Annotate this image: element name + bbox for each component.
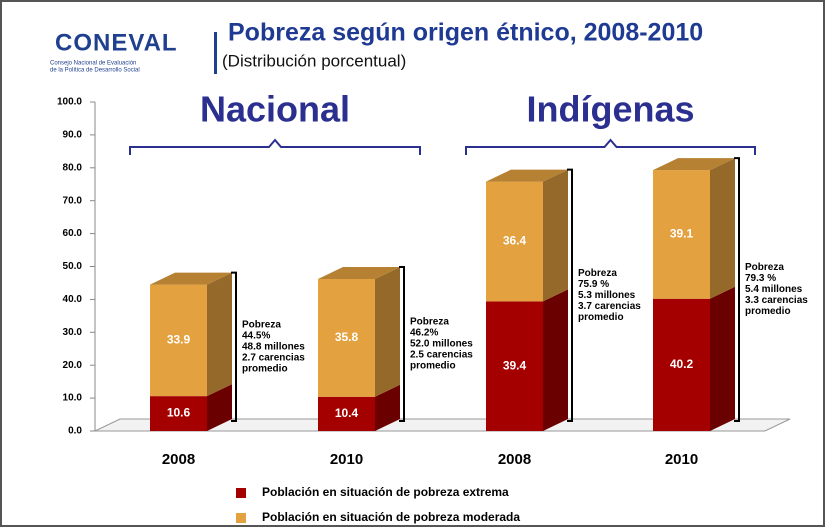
- annotation: 2.5 carencias: [410, 350, 473, 361]
- bar-segment: [150, 396, 207, 431]
- annotation: promedio: [410, 361, 456, 372]
- group-brace: [129, 138, 421, 155]
- y-tick-label: 0.0: [68, 426, 82, 437]
- legend-swatch: [236, 488, 246, 498]
- bar-segment: [653, 170, 710, 299]
- x-tick-label: 2010: [330, 451, 363, 468]
- bar-segment: [486, 181, 543, 302]
- annotation: Pobreza: [745, 262, 784, 273]
- annotation: Pobreza: [410, 317, 449, 328]
- legend-label: Población en situación de pobreza modera…: [262, 510, 520, 524]
- y-tick-label: 40.0: [63, 294, 83, 305]
- bar-segment: [318, 279, 375, 397]
- bracket: [231, 271, 237, 422]
- value-label: 40.2: [670, 357, 694, 371]
- chart-title: Pobreza según origen étnico, 2008-2010: [228, 19, 703, 47]
- y-tick-label: 10.0: [63, 393, 83, 404]
- value-label: 35.8: [335, 330, 359, 344]
- bar-side: [543, 289, 568, 431]
- y-tick-label: 90.0: [63, 130, 83, 141]
- bracket: [734, 157, 740, 422]
- bar-side: [543, 169, 568, 302]
- bar-side: [207, 384, 232, 431]
- x-tick-label: 2008: [498, 451, 531, 468]
- annotation: 44.5%: [242, 330, 270, 341]
- annotation: 79.3 %: [745, 273, 776, 284]
- bar-side: [375, 267, 400, 397]
- bar-segment: [318, 396, 375, 431]
- annotation: 52.0 millones: [410, 339, 473, 350]
- bar-segment: [653, 298, 710, 431]
- annotation: 2.7 carencias: [242, 352, 305, 363]
- bar-top: [653, 158, 735, 171]
- value-label: 39.1: [670, 227, 694, 241]
- x-tick-label: 2010: [665, 451, 698, 468]
- annotation: promedio: [578, 312, 624, 323]
- annotation: Pobreza: [242, 319, 281, 330]
- legend-swatch: [236, 513, 246, 523]
- y-tick-label: 30.0: [63, 327, 83, 338]
- group-label: Nacional: [200, 89, 350, 130]
- group-brace: [465, 138, 756, 155]
- annotation: 5.3 millones: [578, 290, 636, 301]
- annotation: 5.4 millones: [745, 284, 803, 295]
- chart-subtitle: (Distribución porcentual): [222, 51, 406, 70]
- logo: CONEVAL: [55, 29, 178, 56]
- bar-top: [486, 169, 568, 182]
- bar-side: [710, 286, 735, 431]
- y-tick-label: 50.0: [63, 261, 83, 272]
- value-label: 33.9: [167, 333, 191, 347]
- logo-caption: Consejo Nacional de Evaluación: [50, 61, 136, 67]
- annotation: promedio: [745, 306, 791, 317]
- value-label: 10.4: [335, 406, 359, 420]
- group-label: Indígenas: [526, 89, 694, 130]
- bar-side: [375, 384, 400, 431]
- annotation: 3.7 carencias: [578, 301, 641, 312]
- annotation: 48.8 millones: [242, 341, 305, 352]
- bar-segment: [486, 301, 543, 431]
- value-label: 10.6: [167, 406, 191, 420]
- bracket: [567, 168, 573, 422]
- annotation: 46.2%: [410, 328, 438, 339]
- bar-side: [207, 272, 232, 397]
- legend-label: Población en situación de pobreza extrem…: [262, 485, 509, 499]
- bar-top: [318, 267, 400, 280]
- value-label: 39.4: [503, 358, 527, 372]
- bar-top: [150, 272, 232, 285]
- annotation: Pobreza: [578, 268, 617, 279]
- y-tick-label: 80.0: [63, 162, 83, 173]
- bracket: [399, 266, 405, 422]
- annotation: 75.9 %: [578, 279, 609, 290]
- y-tick-label: 60.0: [63, 228, 83, 239]
- y-tick-label: 100.0: [57, 97, 82, 108]
- bar-segment: [150, 284, 207, 397]
- y-tick-label: 70.0: [63, 195, 83, 206]
- y-tick-label: 20.0: [63, 360, 83, 371]
- annotation: 3.3 carencias: [745, 295, 808, 306]
- logo-caption: de la Política de Desarrollo Social: [50, 68, 140, 74]
- value-label: 36.4: [503, 234, 527, 248]
- annotation: promedio: [242, 363, 288, 374]
- bar-side: [710, 158, 735, 299]
- x-tick-label: 2008: [162, 451, 195, 468]
- title-rule: [214, 32, 217, 74]
